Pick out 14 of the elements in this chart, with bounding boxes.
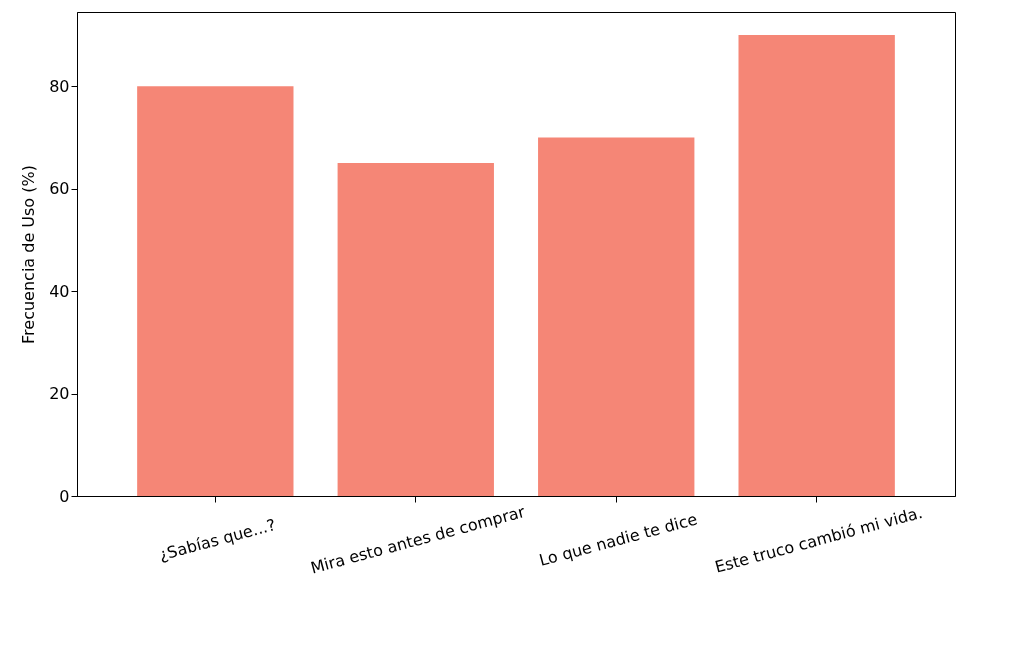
y-axis-title: Frecuencia de Uso (%) bbox=[19, 165, 39, 344]
y-tick-label: 80 bbox=[49, 76, 70, 96]
bar bbox=[738, 35, 895, 496]
x-tick-label: Mira esto antes de comprar bbox=[308, 501, 528, 578]
y-tick-label: 60 bbox=[49, 179, 70, 199]
bar bbox=[538, 137, 695, 496]
bar bbox=[137, 86, 294, 496]
x-tick-label: Este truco cambió mi vida. bbox=[712, 502, 925, 577]
y-tick-label: 20 bbox=[49, 384, 70, 404]
x-tick-label: ¿Sabías que...? bbox=[156, 515, 278, 565]
y-tick-label: 40 bbox=[49, 281, 70, 301]
bar bbox=[337, 163, 494, 496]
y-tick-label: 0 bbox=[59, 486, 70, 506]
x-tick-label: Lo que nadie te dice bbox=[537, 509, 700, 570]
